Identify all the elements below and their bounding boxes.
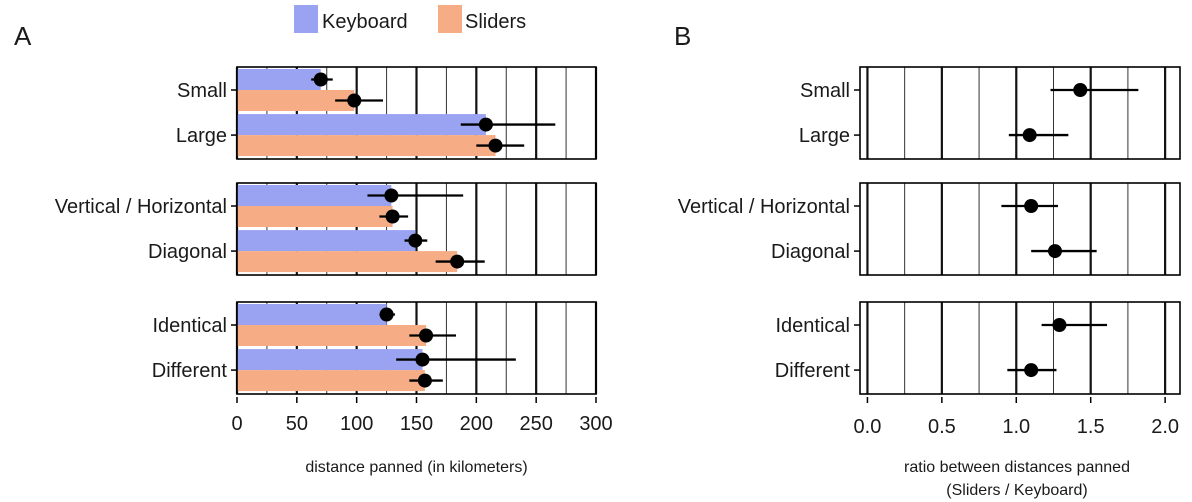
panel-frame: [859, 301, 1181, 395]
bar-sliders: [237, 325, 427, 346]
category-label: Vertical / Horizontal: [678, 196, 850, 218]
mean-point-ratio: [1073, 83, 1088, 97]
bar-keyboard: [237, 69, 321, 90]
mean-point-ratio: [1024, 363, 1039, 378]
x-tick-label: 300: [579, 413, 612, 435]
mean-point-sliders: [450, 254, 465, 269]
bar-sliders: [237, 206, 393, 227]
bar-sliders: [237, 370, 425, 392]
x-axis-title: distance panned (in kilometers): [305, 459, 527, 476]
legend-swatch-sliders: [438, 5, 462, 33]
mean-point-keyboard: [379, 307, 394, 322]
x-tick-label: 200: [460, 413, 493, 435]
x-tick-label: 0.0: [854, 416, 882, 438]
category-label: Different: [152, 360, 228, 382]
x-tick-label: 2.0: [1151, 416, 1179, 438]
category-label: Diagonal: [771, 241, 850, 263]
panel-label: B: [674, 21, 691, 51]
category-label: Identical: [776, 315, 851, 337]
mean-point-keyboard: [415, 352, 430, 367]
legend-swatch-keyboard: [294, 5, 318, 33]
category-label: Small: [177, 80, 227, 102]
mean-point-ratio: [1052, 318, 1067, 332]
mean-point-ratio: [1047, 244, 1062, 259]
category-label: Diagonal: [148, 241, 227, 263]
x-tick-label: 250: [519, 413, 552, 435]
x-tick-label: 1.0: [1002, 416, 1030, 438]
panel-frame: [859, 66, 1181, 160]
mean-point-keyboard: [478, 117, 493, 132]
bar-sliders: [237, 135, 496, 157]
bar-keyboard: [237, 304, 387, 325]
frames-layer: [231, 66, 1181, 403]
x-tick-label: 1.5: [1077, 416, 1105, 438]
category-label: Small: [800, 80, 850, 102]
bar-sliders: [237, 251, 458, 273]
mean-point-ratio: [1022, 128, 1037, 143]
text-layer: Small Large Vertical / Horizontal Diagonal I…: [14, 11, 1179, 499]
category-label: Different: [775, 360, 851, 382]
legend-label-sliders: Sliders: [465, 11, 526, 33]
x-tick-label: 50: [286, 413, 308, 435]
mean-point-sliders: [347, 93, 362, 108]
mean-point-sliders: [488, 138, 503, 153]
x-tick-label: 0.5: [928, 416, 956, 438]
panel-label: A: [14, 21, 32, 51]
mean-point-ratio: [1024, 199, 1039, 213]
mean-point-sliders: [419, 328, 434, 343]
mean-point-sliders: [417, 373, 432, 388]
mean-point-keyboard: [313, 72, 328, 87]
panel-frame: [236, 301, 597, 395]
x-tick-label: 150: [400, 413, 433, 435]
bar-sliders: [237, 90, 355, 111]
x-tick-label: 100: [340, 413, 373, 435]
mean-point-keyboard: [408, 233, 423, 248]
mean-point-keyboard: [384, 188, 399, 203]
bar-keyboard: [237, 230, 416, 252]
panel-frame: [236, 182, 597, 276]
panel-frame: [859, 182, 1181, 276]
panel-frame: [236, 66, 597, 160]
category-label: Large: [799, 125, 850, 147]
legend-label-keyboard: Keyboard: [322, 11, 408, 33]
x-tick-label: 0: [231, 413, 242, 435]
x-axis-title-line2: (Sliders / Keyboard): [946, 482, 1087, 499]
bar-keyboard: [237, 114, 486, 136]
category-label: Large: [176, 125, 227, 147]
bar-keyboard: [237, 185, 392, 206]
category-label: Vertical / Horizontal: [55, 196, 227, 218]
bar-keyboard: [237, 349, 423, 371]
category-label: Identical: [153, 315, 228, 337]
mean-point-sliders: [385, 209, 400, 224]
x-axis-title: ratio between distances panned: [904, 459, 1130, 476]
marks-layer: [237, 5, 1139, 392]
